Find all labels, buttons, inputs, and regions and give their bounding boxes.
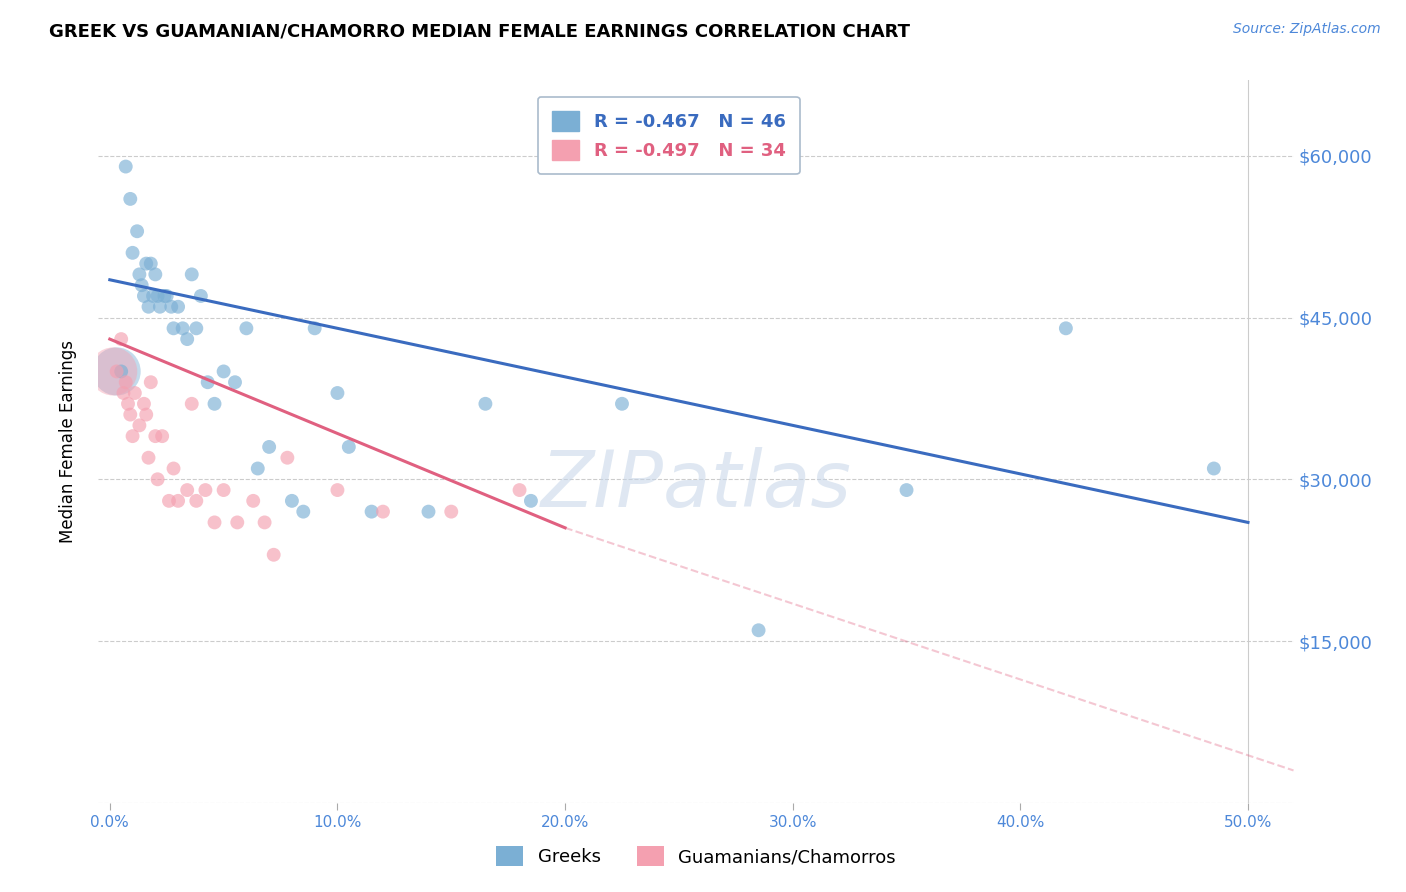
Point bbox=[135, 257, 157, 271]
Point bbox=[132, 397, 155, 411]
Point bbox=[114, 376, 136, 390]
Point bbox=[120, 192, 142, 206]
Point bbox=[246, 461, 269, 475]
Point bbox=[117, 397, 139, 411]
Point bbox=[103, 364, 125, 378]
Point bbox=[212, 364, 235, 378]
Point bbox=[509, 483, 531, 497]
Point bbox=[197, 376, 219, 390]
Point bbox=[190, 289, 212, 303]
Point bbox=[180, 268, 202, 282]
Point bbox=[156, 289, 179, 303]
Point bbox=[127, 224, 149, 238]
Legend: Greeks, Guamanians/Chamorros: Greeks, Guamanians/Chamorros bbox=[489, 838, 903, 873]
Point bbox=[149, 300, 172, 314]
Point bbox=[138, 450, 160, 465]
Point bbox=[242, 493, 264, 508]
Text: ZIPatlas: ZIPatlas bbox=[540, 447, 852, 523]
Point bbox=[150, 429, 173, 443]
Point bbox=[143, 429, 166, 443]
Point bbox=[124, 386, 146, 401]
Point bbox=[186, 321, 208, 335]
Point bbox=[153, 289, 176, 303]
Point bbox=[292, 505, 315, 519]
Point bbox=[132, 289, 155, 303]
Point bbox=[139, 376, 162, 390]
Point bbox=[281, 493, 304, 508]
Point bbox=[176, 483, 198, 497]
Point bbox=[257, 440, 280, 454]
Point bbox=[610, 397, 633, 411]
Point bbox=[112, 386, 135, 401]
Point bbox=[235, 321, 257, 335]
Point bbox=[120, 408, 142, 422]
Text: Source: ZipAtlas.com: Source: ZipAtlas.com bbox=[1233, 22, 1381, 37]
Point bbox=[440, 505, 463, 519]
Point bbox=[131, 278, 153, 293]
Y-axis label: Median Female Earnings: Median Female Earnings bbox=[59, 340, 77, 543]
Point bbox=[157, 493, 180, 508]
Point bbox=[180, 397, 202, 411]
Point bbox=[128, 418, 150, 433]
Point bbox=[520, 493, 543, 508]
Point bbox=[304, 321, 326, 335]
Point bbox=[172, 321, 194, 335]
Point bbox=[337, 440, 360, 454]
Point bbox=[194, 483, 217, 497]
Point bbox=[160, 300, 183, 314]
Point bbox=[121, 245, 143, 260]
Point bbox=[204, 516, 226, 530]
Point bbox=[114, 160, 136, 174]
Point bbox=[276, 450, 298, 465]
Point bbox=[142, 289, 165, 303]
Point bbox=[418, 505, 440, 519]
Point bbox=[226, 516, 249, 530]
Point bbox=[105, 364, 128, 378]
Point bbox=[143, 268, 166, 282]
Point bbox=[474, 397, 496, 411]
Point bbox=[186, 493, 208, 508]
Point bbox=[167, 493, 190, 508]
Point bbox=[138, 300, 160, 314]
Point bbox=[224, 376, 246, 390]
Point bbox=[110, 364, 132, 378]
Point bbox=[167, 300, 190, 314]
Point bbox=[326, 386, 349, 401]
Text: GREEK VS GUAMANIAN/CHAMORRO MEDIAN FEMALE EARNINGS CORRELATION CHART: GREEK VS GUAMANIAN/CHAMORRO MEDIAN FEMAL… bbox=[49, 22, 910, 40]
Point bbox=[1054, 321, 1077, 335]
Point bbox=[176, 332, 198, 346]
Point bbox=[139, 257, 162, 271]
Point bbox=[135, 408, 157, 422]
Point bbox=[110, 332, 132, 346]
Point bbox=[204, 397, 226, 411]
Point bbox=[121, 429, 143, 443]
Point bbox=[1202, 461, 1225, 475]
Point bbox=[162, 461, 184, 475]
Point bbox=[896, 483, 918, 497]
Point bbox=[212, 483, 235, 497]
Point bbox=[371, 505, 394, 519]
Point bbox=[253, 516, 276, 530]
Point bbox=[105, 364, 128, 378]
Point bbox=[162, 321, 184, 335]
Point bbox=[326, 483, 349, 497]
Point bbox=[128, 268, 150, 282]
Point bbox=[146, 289, 169, 303]
Point bbox=[748, 624, 770, 638]
Point bbox=[146, 472, 169, 486]
Point bbox=[360, 505, 382, 519]
Point bbox=[263, 548, 285, 562]
